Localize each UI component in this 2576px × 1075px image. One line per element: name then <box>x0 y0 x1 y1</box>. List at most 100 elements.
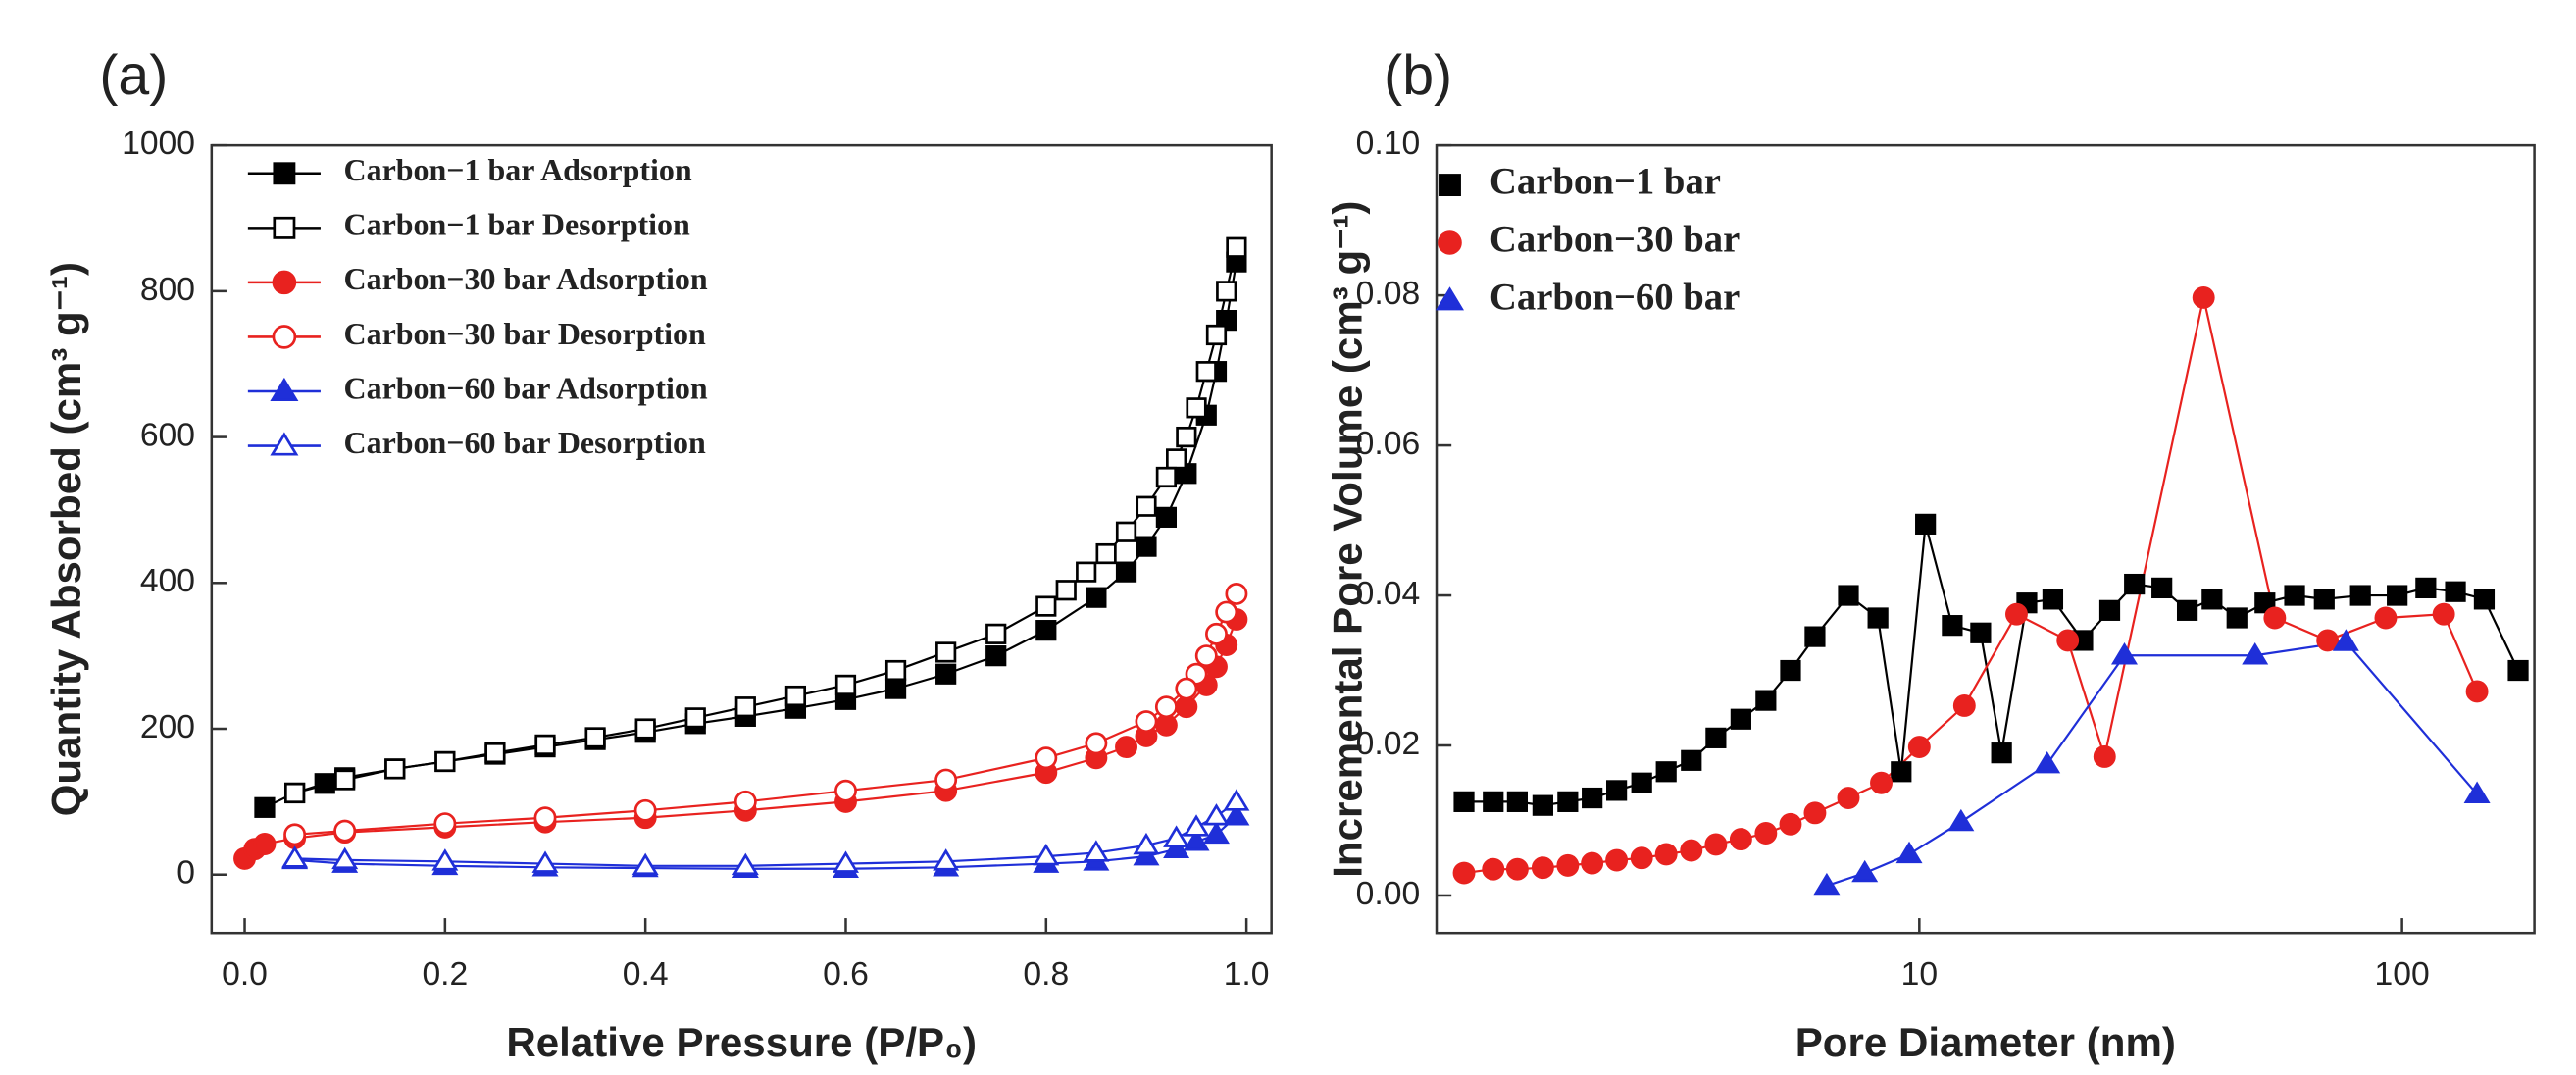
marker <box>2507 659 2529 682</box>
marker <box>1226 236 1247 258</box>
plot-frame <box>210 143 1273 935</box>
marker <box>2042 589 2064 610</box>
marker <box>985 623 1007 644</box>
marker <box>1630 846 1653 870</box>
marker <box>1915 513 1937 535</box>
y-axis-label: Quantity Absorbed (cm³ g⁻¹) <box>43 262 89 816</box>
marker <box>1166 448 1187 470</box>
x-tick-label: 100 <box>2375 956 2430 993</box>
legend-label: Carbon−60 bar Desorption <box>344 426 707 460</box>
marker <box>1838 585 1859 606</box>
marker <box>1035 620 1057 641</box>
marker <box>633 798 657 822</box>
marker <box>1556 853 1580 877</box>
marker <box>434 750 456 773</box>
marker <box>1085 732 1108 755</box>
marker <box>1942 615 1963 637</box>
marker <box>1195 361 1217 383</box>
marker <box>254 796 276 818</box>
marker <box>1086 587 1107 608</box>
marker <box>1186 397 1207 419</box>
marker <box>2192 285 2215 309</box>
legend-marker <box>272 270 297 295</box>
y-tick-label: 400 <box>140 563 195 599</box>
marker <box>1655 761 1677 783</box>
panel-label: (a) <box>99 44 168 107</box>
marker <box>2316 629 2340 652</box>
marker <box>1780 659 1801 682</box>
marker <box>1867 607 1889 629</box>
marker <box>834 779 857 802</box>
marker <box>1223 803 1250 826</box>
marker <box>1851 859 1879 883</box>
legend-marker <box>1435 286 1464 311</box>
marker <box>2332 629 2359 651</box>
marker <box>1115 736 1137 759</box>
marker <box>1115 521 1137 542</box>
marker <box>1055 580 1077 601</box>
marker <box>2374 606 2398 630</box>
marker <box>2056 629 2080 652</box>
x-tick-label: 1.0 <box>1224 956 1270 993</box>
x-tick-label: 0.2 <box>422 956 468 993</box>
marker <box>1654 843 1678 866</box>
marker <box>584 727 606 748</box>
marker <box>1163 825 1190 847</box>
marker <box>1205 324 1228 346</box>
marker <box>2034 750 2061 774</box>
series-line <box>1463 297 2479 875</box>
legend-marker <box>273 162 296 185</box>
marker <box>832 850 859 873</box>
y-tick-label: 0.06 <box>1356 426 1421 462</box>
marker <box>284 782 306 804</box>
legend-marker <box>273 216 296 239</box>
marker <box>1754 822 1778 845</box>
marker <box>253 833 277 855</box>
marker <box>2463 781 2491 803</box>
marker <box>281 845 309 868</box>
marker <box>334 769 356 791</box>
marker <box>732 852 759 876</box>
y-tick-label: 1000 <box>122 126 195 162</box>
marker <box>634 718 656 740</box>
marker <box>1076 561 1097 583</box>
x-axis-label: Pore Diameter (nm) <box>1795 1019 2176 1065</box>
marker <box>1779 812 1802 836</box>
marker <box>1154 713 1178 737</box>
marker <box>2242 642 2269 665</box>
marker <box>314 773 335 794</box>
marker <box>2254 592 2276 614</box>
marker <box>2349 585 2371 606</box>
legend-label: Carbon−30 bar <box>1490 218 1740 260</box>
legend-marker <box>270 377 299 401</box>
plot-frame <box>1435 143 2536 935</box>
marker <box>1136 536 1157 557</box>
x-axis-label: Relative Pressure (P/P₀) <box>506 1019 977 1065</box>
series-line <box>1826 640 2478 888</box>
marker <box>884 678 907 699</box>
marker <box>1215 600 1238 624</box>
marker <box>331 846 359 870</box>
marker <box>1163 836 1190 858</box>
marker <box>1225 583 1248 605</box>
x-tick-label: 0.0 <box>222 956 268 993</box>
marker <box>1631 772 1652 793</box>
marker <box>2313 589 2335 610</box>
marker <box>1154 695 1178 719</box>
marker <box>2445 581 2466 602</box>
y-tick-label: 0.08 <box>1356 276 1421 312</box>
marker <box>531 850 559 873</box>
marker <box>1704 833 1728 856</box>
marker <box>1135 710 1158 734</box>
legend-label: Carbon−1 bar Desorption <box>344 208 691 242</box>
marker <box>2124 573 2146 595</box>
marker <box>1970 622 1992 643</box>
legend-label: Carbon−1 bar Adsorption <box>344 153 692 187</box>
x-tick-label: 10 <box>1901 956 1938 993</box>
marker <box>1133 843 1160 866</box>
marker <box>2176 599 2198 621</box>
y-tick-label: 800 <box>140 272 195 308</box>
y-tick-label: 0.00 <box>1356 876 1421 912</box>
marker <box>384 758 406 780</box>
marker <box>1531 856 1554 880</box>
